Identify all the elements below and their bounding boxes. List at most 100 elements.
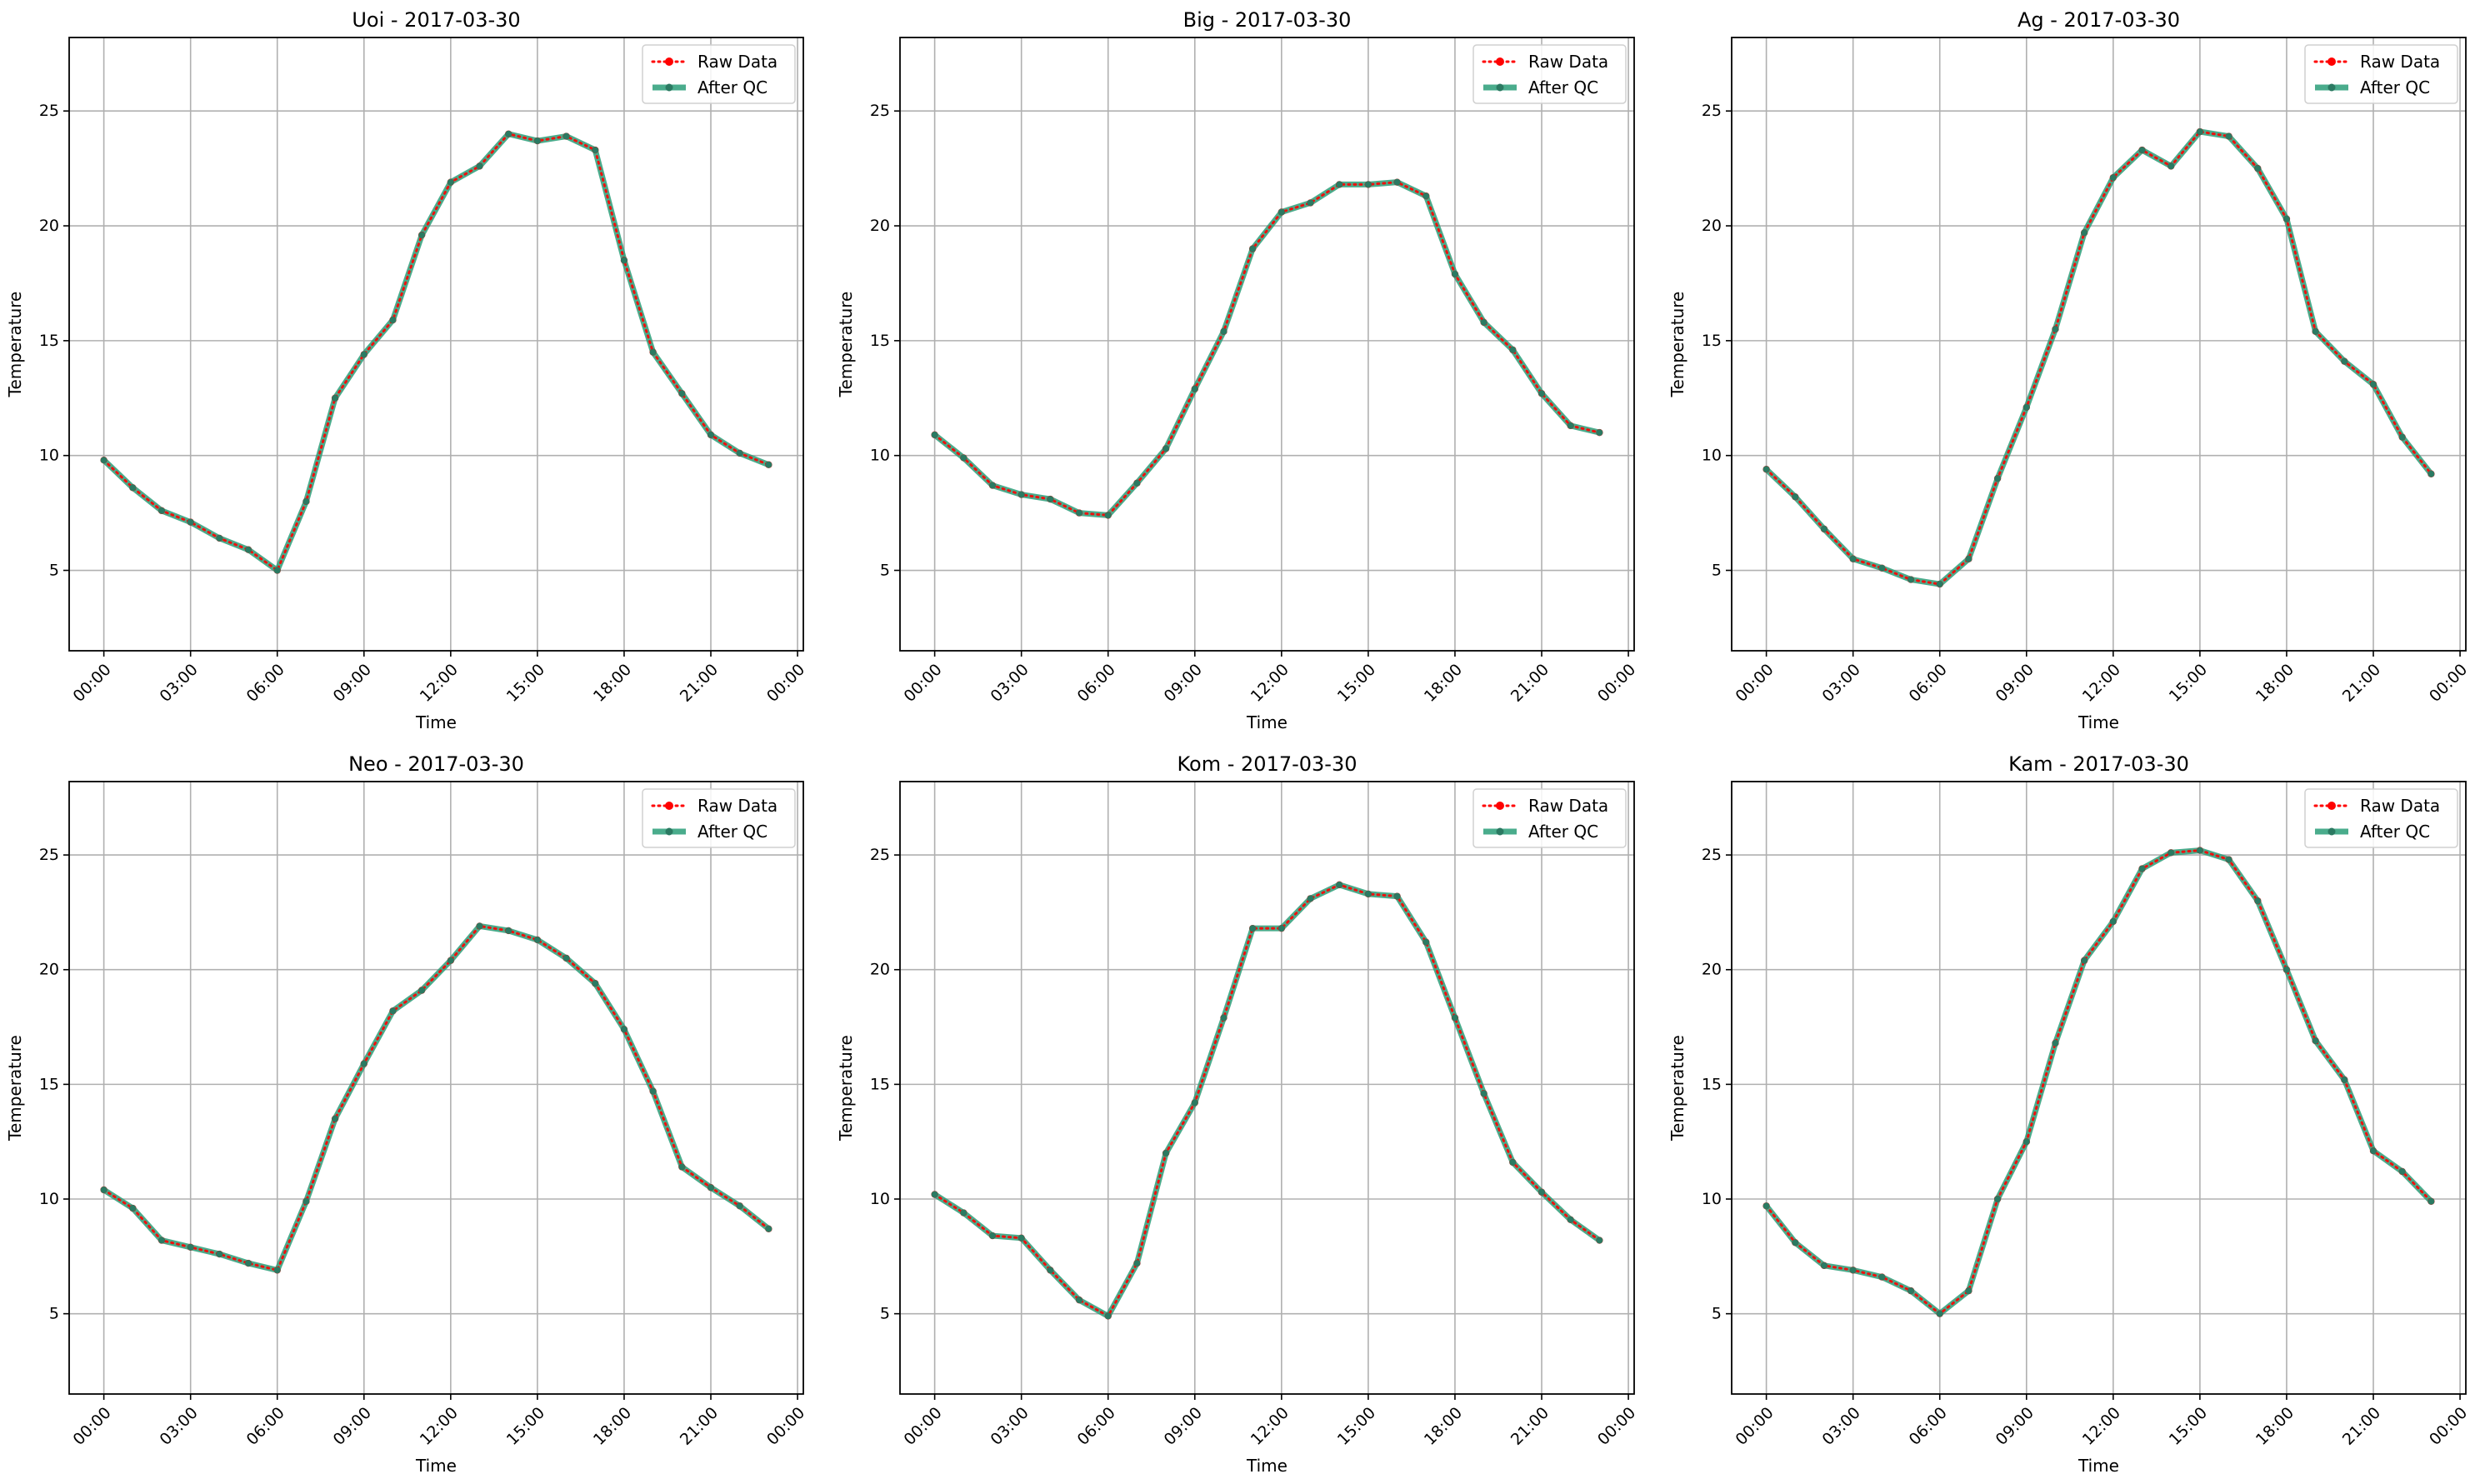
x-tick-label: 03:00 (988, 661, 1032, 706)
subplot-3: 00:00 03:00 06:00 09:00 12:00 15:00 18:00 21:00… (1668, 8, 2471, 732)
x-tick-label: 12:00 (417, 661, 462, 706)
after-qc-point (1307, 895, 1314, 902)
after-qc-point (2022, 403, 2030, 411)
after-qc-point (1191, 385, 1198, 392)
after-qc-point (1965, 555, 1972, 562)
x-tick-label: 00:00 (1732, 1404, 1777, 1449)
x-tick-label: 03:00 (157, 661, 202, 706)
y-axis-label: Temperature (1668, 292, 1688, 398)
after-qc-point (302, 497, 310, 505)
y-tick-label: 20 (870, 217, 890, 235)
legend-raw-marker (1496, 57, 1504, 66)
x-tick-label: 15:00 (1334, 661, 1379, 706)
legend: Raw Data After QC (2304, 44, 2458, 104)
after-qc-point (1451, 1014, 1458, 1022)
after-qc-point (562, 954, 570, 962)
after-qc-point (2052, 326, 2059, 333)
after-qc-point (2341, 357, 2348, 365)
after-qc-point (562, 132, 570, 140)
raw-data-line (102, 132, 770, 572)
after-qc-point (1104, 1312, 1112, 1320)
legend: Raw Data After QC (2304, 788, 2458, 848)
after-qc-point (1820, 525, 1828, 532)
legend-raw-label: Raw Data (698, 52, 778, 72)
legend-qc-label: After QC (1528, 822, 1598, 842)
axes-frame (1731, 37, 2467, 652)
x-tick-label: 06:00 (1906, 661, 1951, 706)
raw-data-line (933, 883, 1601, 1318)
axes-frame (899, 37, 1635, 652)
after-qc-point (245, 1260, 252, 1267)
y-tick-label: 25 (1702, 846, 1722, 864)
legend: Raw Data After QC (642, 788, 796, 848)
after-qc-point (2081, 957, 2088, 964)
x-tick-label: 21:00 (677, 661, 722, 706)
after-qc-point (2138, 865, 2146, 872)
legend-qc-marker (1496, 83, 1504, 92)
x-tick-label: 15:00 (1334, 1404, 1379, 1449)
after-qc-point (1994, 1196, 2002, 1203)
y-tick-label: 25 (39, 102, 59, 120)
x-axis-label: Time (415, 712, 457, 732)
after-qc-point (476, 162, 483, 170)
after-qc-point (216, 534, 223, 542)
legend: Raw Data After QC (1472, 44, 1627, 104)
y-tick-label: 5 (880, 562, 890, 580)
x-tick-label: 09:00 (330, 661, 375, 706)
x-tick-label: 00:00 (69, 1404, 114, 1449)
after-qc-point (273, 567, 281, 574)
x-tick-label: 03:00 (988, 1404, 1032, 1449)
after-qc-point (765, 461, 772, 468)
after-qc-point (1393, 178, 1401, 186)
after-qc-point (2254, 897, 2262, 905)
y-tick-label: 5 (49, 562, 59, 580)
legend-raw-label: Raw Data (2360, 52, 2440, 72)
after-qc-point (2398, 1167, 2406, 1175)
after-qc-point (2370, 381, 2378, 388)
after-qc-line (1763, 128, 2434, 587)
after-qc-point (988, 482, 996, 489)
after-qc-point (360, 351, 368, 358)
after-qc-point (332, 1115, 339, 1122)
after-qc-point (1538, 390, 1546, 397)
subplot-1: 00:00 03:00 06:00 09:00 12:00 15:00 18:00 21:00… (5, 8, 808, 732)
y-axis-label: Temperature (5, 1035, 25, 1142)
after-qc-point (505, 927, 512, 934)
x-tick-label: 06:00 (1074, 1404, 1119, 1449)
after-qc-point (736, 449, 743, 457)
x-tick-label: 00:00 (1594, 1404, 1639, 1449)
y-axis-label: Temperature (836, 292, 856, 398)
y-tick-label: 20 (39, 961, 59, 979)
x-tick-label: 09:00 (1161, 1404, 1206, 1449)
after-qc-point (1162, 1149, 1170, 1157)
x-tick-label: 00:00 (763, 661, 808, 706)
after-qc-point (2109, 917, 2117, 925)
x-tick-label: 15:00 (2166, 661, 2211, 706)
after-qc-point (988, 1232, 996, 1240)
x-tick-label: 12:00 (1248, 1404, 1292, 1449)
after-qc-point (1509, 346, 1517, 353)
after-qc-point (649, 348, 657, 356)
after-qc-point (2225, 856, 2232, 863)
after-qc-point (2341, 1076, 2348, 1083)
legend-raw-label: Raw Data (1528, 796, 1608, 816)
after-qc-point (1878, 1273, 1886, 1281)
legend-qc-marker (2328, 827, 2336, 836)
after-qc-point (245, 546, 252, 553)
y-tick-label: 15 (870, 1075, 890, 1093)
after-qc-point (620, 1026, 628, 1033)
legend-raw-marker (665, 57, 673, 66)
subplot-5: 00:00 03:00 06:00 09:00 12:00 15:00 18:00 21:00… (836, 752, 1639, 1476)
x-tick-label: 21:00 (1508, 661, 1552, 706)
after-qc-point (1908, 1287, 1915, 1295)
subplot-2: 00:00 03:00 06:00 09:00 12:00 15:00 18:00 21:00… (836, 8, 1639, 732)
after-qc-point (2254, 165, 2262, 172)
y-tick-label: 15 (1702, 332, 1722, 350)
after-qc-point (1249, 245, 1257, 252)
legend-qc-label: After QC (2360, 77, 2430, 97)
subplot-title: Ag - 2017-03-30 (2018, 8, 2180, 32)
x-tick-label: 03:00 (1819, 1404, 1864, 1449)
x-tick-label: 15:00 (2166, 1404, 2211, 1449)
x-axis-label: Time (1246, 1456, 1288, 1476)
after-qc-point (708, 1184, 715, 1192)
